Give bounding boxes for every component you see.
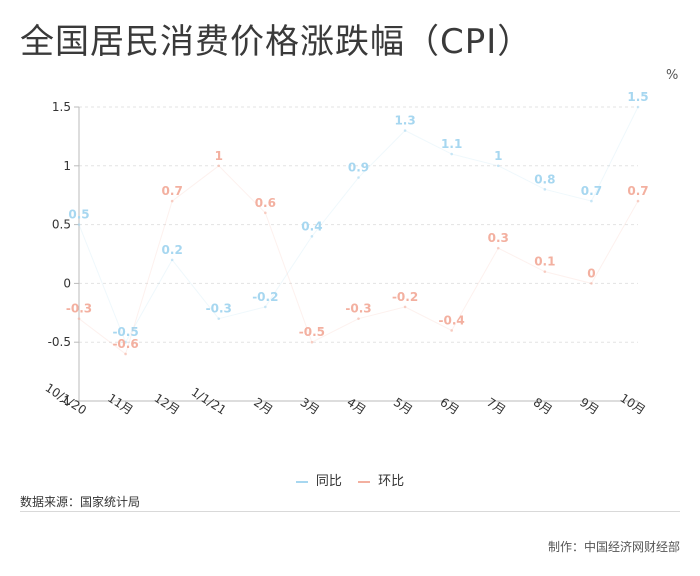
data-point <box>357 176 360 179</box>
x-tick-label: 10/1/20 <box>43 381 89 418</box>
y-tick-label: 1 <box>63 159 71 173</box>
data-label: -0.3 <box>206 302 232 316</box>
data-point <box>543 188 547 191</box>
data-label: 0.7 <box>162 184 183 198</box>
data-label: -0.6 <box>112 337 138 351</box>
data-point <box>217 164 221 168</box>
data-label: 0.6 <box>255 196 276 210</box>
y-tick-label: -1 <box>59 394 71 408</box>
x-tick-label: 5月 <box>391 395 415 417</box>
divider <box>20 511 680 512</box>
data-label: 1 <box>215 149 223 163</box>
legend-item-mom[interactable]: 环比 <box>358 470 404 489</box>
data-point <box>124 340 127 344</box>
data-label: 1.5 <box>627 90 648 104</box>
data-point <box>170 258 174 262</box>
unit-label: % <box>666 68 679 83</box>
data-label: 0.2 <box>162 243 183 257</box>
data-point <box>264 305 267 309</box>
x-tick-label: 11月 <box>105 391 136 418</box>
data-label: -0.3 <box>66 302 92 316</box>
data-source: 数据来源：国家统计局 <box>20 495 141 509</box>
x-tick-label: 9月 <box>577 395 601 417</box>
data-label: 1.3 <box>394 114 415 128</box>
legend-swatch-yoy <box>295 480 308 483</box>
data-point <box>357 317 360 320</box>
y-tick-label: -0.5 <box>48 335 71 349</box>
data-label: -0.3 <box>345 302 371 316</box>
x-tick-label: 4月 <box>344 395 368 417</box>
x-tick-label: 6月 <box>438 395 462 417</box>
data-label: 0.1 <box>534 255 555 269</box>
data-point <box>450 152 453 156</box>
data-label: 1.1 <box>441 137 462 151</box>
data-label: 0.5 <box>68 208 89 222</box>
data-point <box>310 340 314 344</box>
x-tick-label: 7月 <box>484 395 508 417</box>
data-point <box>636 199 640 203</box>
data-point <box>636 105 640 109</box>
data-label: 0.9 <box>348 161 369 175</box>
y-tick-label: 0.5 <box>52 218 71 232</box>
data-point <box>124 352 127 356</box>
data-point <box>590 282 593 285</box>
y-tick-label: 1.5 <box>52 100 71 114</box>
legend-item-yoy[interactable]: 同比 <box>295 470 342 489</box>
data-label: 0 <box>587 266 595 280</box>
data-point <box>310 235 314 238</box>
y-tick-label: 0 <box>63 276 71 290</box>
credit: 制作：中国经济网财经部 <box>547 540 680 554</box>
legend-label-yoy: 同比 <box>315 474 342 489</box>
data-label: -0.2 <box>392 290 418 304</box>
data-point <box>543 270 547 273</box>
x-tick-label: 12月 <box>152 391 183 418</box>
data-label: -0.2 <box>252 290 278 304</box>
data-label: 0.8 <box>534 172 555 186</box>
data-point <box>403 129 407 132</box>
data-point <box>496 164 500 168</box>
legend-label-mom: 环比 <box>378 474 405 489</box>
data-label: -0.5 <box>299 325 325 339</box>
data-point <box>217 317 221 320</box>
data-label: -0.4 <box>439 313 465 327</box>
data-label: 0.4 <box>301 219 322 233</box>
data-label: 0.7 <box>581 184 602 198</box>
chart-title: 全国居民消费价格涨跌幅（CPI） <box>20 22 533 62</box>
legend-swatch-mom <box>358 480 371 483</box>
data-point <box>590 199 593 203</box>
data-point <box>264 211 267 215</box>
data-label: 0.7 <box>627 184 648 198</box>
data-point <box>450 329 453 332</box>
x-tick-label: 3月 <box>298 395 322 417</box>
x-tick-label: 2月 <box>251 395 275 417</box>
data-point <box>77 317 81 320</box>
x-tick-label: 8月 <box>531 395 555 417</box>
data-point <box>77 223 81 226</box>
legend: 同比 环比 <box>0 470 700 489</box>
data-point <box>170 199 174 203</box>
data-label: 0.3 <box>488 231 509 245</box>
cpi-line-chart: 1.510.50-0.5-110/1/20 11月 12月 1/1/21 2月 3月 4月 5… <box>43 90 649 418</box>
data-label: -0.5 <box>112 325 138 339</box>
data-point <box>403 305 407 309</box>
data-point <box>496 246 500 250</box>
data-label: 1 <box>494 149 502 163</box>
x-tick-label: 10月 <box>617 391 648 418</box>
